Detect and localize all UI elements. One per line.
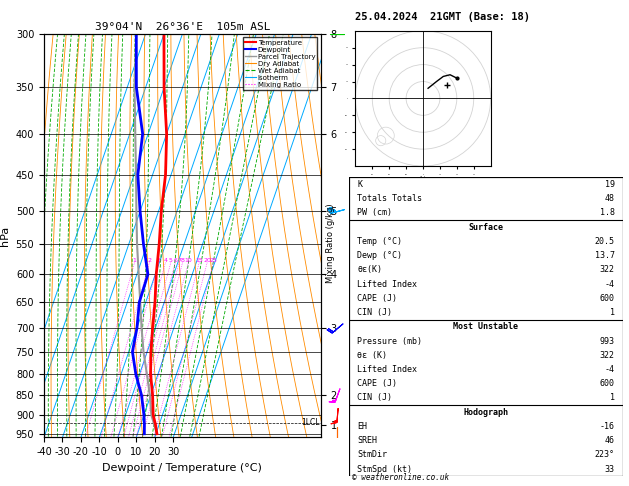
Y-axis label: hPa: hPa [0,226,10,246]
Text: 3: 3 [157,258,160,262]
Text: 1: 1 [610,394,615,402]
Text: 13.7: 13.7 [594,251,615,260]
Text: 600: 600 [599,294,615,303]
X-axis label: Dewpoint / Temperature (°C): Dewpoint / Temperature (°C) [103,463,262,473]
Text: -16: -16 [599,422,615,431]
Text: 19: 19 [604,180,615,189]
Text: 8: 8 [181,258,184,262]
Text: K: K [357,180,362,189]
Text: 25: 25 [209,258,218,262]
Text: 1: 1 [610,308,615,317]
Text: © weatheronline.co.uk: © weatheronline.co.uk [352,473,449,482]
X-axis label: kt: kt [419,176,427,185]
Text: 993: 993 [599,337,615,346]
Text: Mixing Ratio (g/kg): Mixing Ratio (g/kg) [326,203,335,283]
Text: Totals Totals: Totals Totals [357,194,422,203]
Text: StmDir: StmDir [357,451,387,459]
Text: 10: 10 [184,258,192,262]
Text: 322: 322 [599,265,615,275]
Text: 7: 7 [177,258,181,262]
Text: 2: 2 [147,258,152,262]
Text: CAPE (J): CAPE (J) [357,379,398,388]
Text: 223°: 223° [594,451,615,459]
Text: Hodograph: Hodograph [464,408,508,417]
Text: 4: 4 [164,258,167,262]
Y-axis label: km
ASL: km ASL [353,236,371,257]
Text: SREH: SREH [357,436,377,445]
Text: 33: 33 [604,465,615,474]
Text: 20.5: 20.5 [594,237,615,246]
Text: EH: EH [357,422,367,431]
Text: Pressure (mb): Pressure (mb) [357,337,422,346]
Text: 600: 600 [599,379,615,388]
Text: 46: 46 [604,436,615,445]
Text: Temp (°C): Temp (°C) [357,237,403,246]
Text: θε(K): θε(K) [357,265,382,275]
Text: 15: 15 [196,258,203,262]
Text: PW (cm): PW (cm) [357,208,392,217]
Text: CAPE (J): CAPE (J) [357,294,398,303]
Legend: Temperature, Dewpoint, Parcel Trajectory, Dry Adiabat, Wet Adiabat, Isotherm, Mi: Temperature, Dewpoint, Parcel Trajectory… [243,37,317,90]
Text: 20: 20 [203,258,211,262]
Text: 322: 322 [599,351,615,360]
Text: Lifted Index: Lifted Index [357,279,417,289]
Text: -4: -4 [604,279,615,289]
Text: θε (K): θε (K) [357,351,387,360]
Text: 48: 48 [604,194,615,203]
Title: 39°04'N  26°36'E  105m ASL: 39°04'N 26°36'E 105m ASL [94,22,270,32]
Text: -4: -4 [604,365,615,374]
Text: 1: 1 [133,258,136,262]
Text: CIN (J): CIN (J) [357,394,392,402]
Text: 6: 6 [174,258,177,262]
FancyBboxPatch shape [349,177,623,476]
Text: CIN (J): CIN (J) [357,308,392,317]
Text: Dewp (°C): Dewp (°C) [357,251,403,260]
Text: Most Unstable: Most Unstable [454,322,518,331]
Text: 1LCL: 1LCL [301,418,320,427]
Text: StmSpd (kt): StmSpd (kt) [357,465,412,474]
Text: 1.8: 1.8 [599,208,615,217]
Text: Lifted Index: Lifted Index [357,365,417,374]
Text: 5: 5 [169,258,173,262]
Text: 25.04.2024  21GMT (Base: 18): 25.04.2024 21GMT (Base: 18) [355,12,530,22]
Text: Surface: Surface [469,223,503,232]
